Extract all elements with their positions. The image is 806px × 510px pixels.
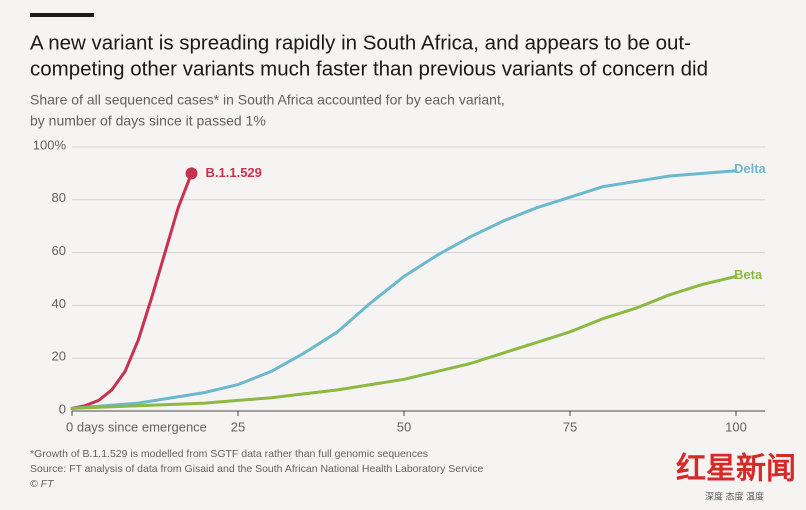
y-tick-label: 100%: [33, 137, 67, 152]
chart-subtitle: Share of all sequenced cases* in South A…: [30, 92, 505, 108]
source: Source: FT analysis of data from Gisaid …: [30, 463, 483, 475]
x-tick-label: 0 days since emergence: [66, 419, 207, 434]
series-label: B.1.1.529: [206, 165, 262, 180]
series-line: [70, 171, 193, 410]
chart-subtitle: by number of days since it passed 1%: [30, 113, 266, 129]
chart-title: A new variant is spreading rapidly in So…: [30, 31, 691, 54]
watermark-tagline: 深度 态度 温度: [705, 490, 764, 501]
x-tick-label: 50: [397, 419, 411, 434]
y-tick-label: 60: [52, 243, 66, 258]
x-tick-label: 25: [231, 419, 245, 434]
y-tick-label: 40: [52, 296, 66, 311]
y-tick-label: 0: [59, 401, 66, 416]
series-label: Beta: [734, 267, 763, 282]
copyright: © FT: [30, 478, 55, 490]
header-bar: [30, 13, 94, 17]
x-tick-label: 75: [563, 419, 577, 434]
series-line: [70, 169, 738, 410]
end-marker: [185, 167, 198, 180]
x-tick-label: 100: [725, 419, 747, 434]
series-label: Delta: [734, 161, 767, 176]
y-tick-label: 80: [52, 190, 66, 205]
chart-title: competing other variants much faster tha…: [30, 57, 708, 80]
y-tick-label: 20: [52, 349, 66, 364]
footnote: *Growth of B.1.1.529 is modelled from SG…: [30, 448, 428, 460]
watermark-logo: 红星新闻: [676, 452, 796, 487]
series-line: [70, 274, 738, 410]
